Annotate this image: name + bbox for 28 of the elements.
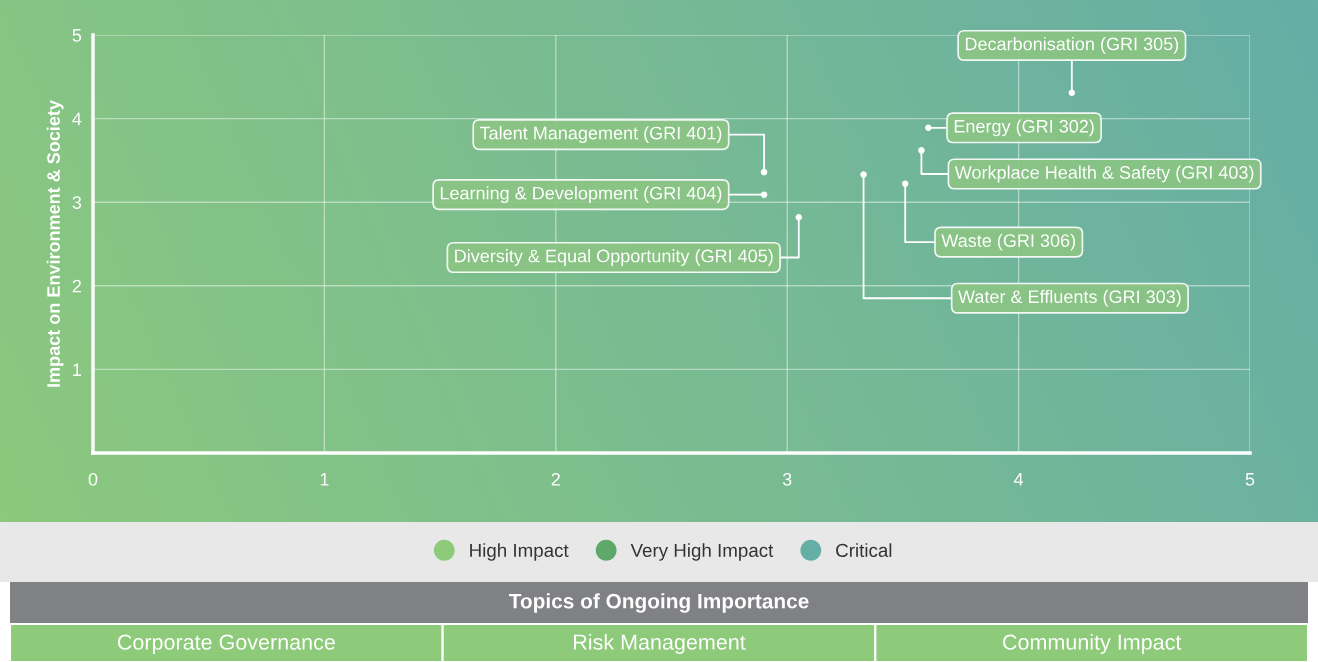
annotation: Decarbonisation (GRI 305) — [965, 37, 1179, 54]
x-tick-label: 4 — [1013, 473, 1024, 486]
x-tick-label: 2 — [551, 472, 560, 486]
y-axis-title: Impact on Environment & Society — [46, 100, 64, 387]
annotation: Diversity & Equal Opportunity (GRI 405) — [455, 249, 773, 266]
legend-label: High Impact — [470, 543, 569, 561]
text: Topics of Ongoing Importance — [508, 593, 809, 613]
text: Risk Management — [574, 633, 746, 655]
annotation: Energy (GRI 302) — [954, 119, 1094, 137]
x-tick-label: 0 — [88, 472, 98, 486]
y-tick-label: 4 — [72, 112, 82, 126]
point — [860, 171, 867, 178]
legend-label: Critical — [836, 543, 892, 558]
annotation: Waste (GRI 306) — [941, 233, 1075, 251]
text: Community Impact — [1003, 633, 1182, 655]
x-tick-label: 1 — [320, 473, 329, 486]
y-tick-label: 5 — [72, 29, 82, 42]
legend-label: Very High Impact — [630, 543, 774, 561]
text: Corporate Governance — [117, 634, 335, 655]
y-tick-label: 1 — [73, 363, 82, 376]
annotation: Talent Management (GRI 401) — [479, 126, 722, 144]
y-tick-label: 3 — [72, 196, 82, 209]
annotation: Learning & Development (GRI 404) — [440, 186, 722, 204]
x-tick-label: 5 — [1245, 473, 1255, 486]
annotation: Workplace Health & Safety (GRI 403) — [954, 165, 1254, 183]
y-tick-label: 2 — [72, 279, 81, 293]
x-tick-label: 3 — [782, 472, 792, 486]
annotation: Water & Effluents (GRI 303) — [958, 289, 1181, 307]
